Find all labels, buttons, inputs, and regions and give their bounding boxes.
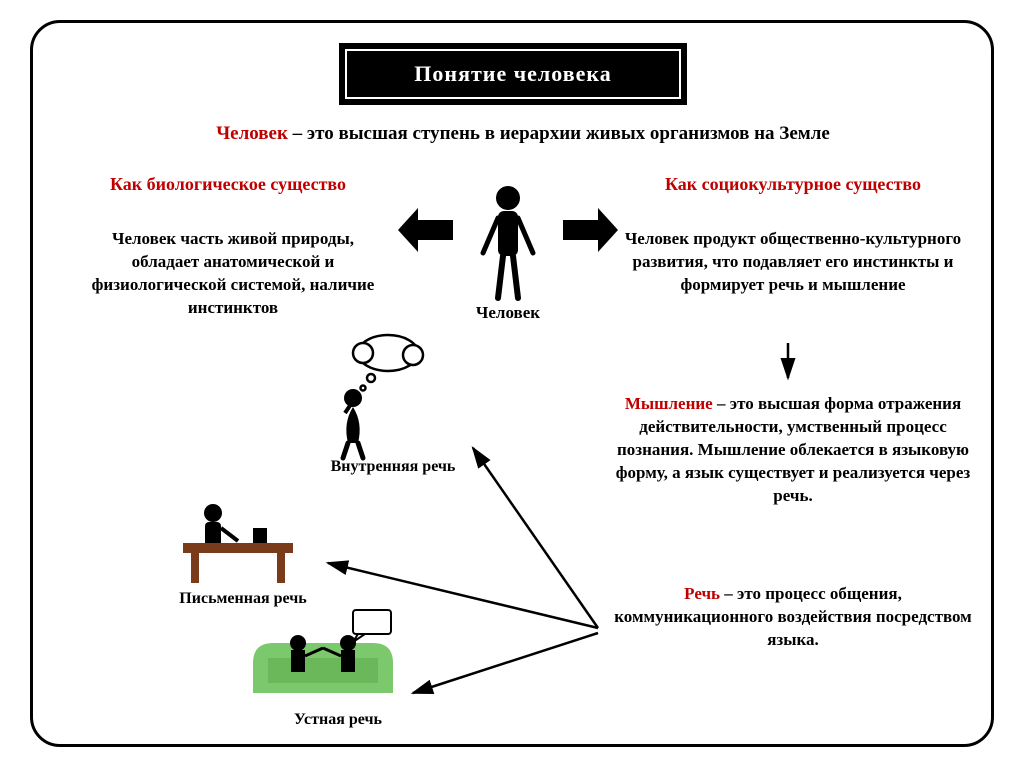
thinking-term: Мышление [625,394,713,413]
title-text: Понятие человека [414,61,611,87]
definition-body: – это высшая ступень в иерархии живых ор… [288,123,830,144]
oral-speech-label: Устная речь [258,711,418,729]
oral-speech-icon [253,610,393,693]
definition-term: Человек [216,123,288,144]
arrow-line [328,563,598,628]
biological-heading: Как биологическое существо [103,173,353,196]
biological-body: Человек часть живой природы, обладает ан… [83,228,383,320]
title-box: Понятие человека [343,47,683,101]
arrow-left-icon [398,208,453,252]
arrow-line [473,448,598,628]
written-speech-label: Письменная речь [143,590,343,608]
main-definition: Человек – это высшая ступень в иерархии … [123,123,923,145]
human-icon [483,186,533,298]
writing-person-icon [183,504,293,583]
speech-term: Речь [684,584,720,603]
center-human-label: Человек [448,303,568,323]
thinking-definition: Мышление – это высшая форма отражения де… [603,393,983,508]
diagram-frame: Понятие человека Человек – это высшая ст… [30,20,994,747]
arrow-line [413,633,598,693]
inner-speech-label: Внутренняя речь [303,458,483,476]
speech-body: – это процесс общения, коммуникационного… [614,584,972,649]
thinking-person-icon [343,335,423,458]
sociocultural-heading: Как социокультурное существо [643,173,943,196]
speech-definition: Речь – это процесс общения, коммуникацио… [603,583,983,652]
sociocultural-body: Человек продукт общественно-культурного … [603,228,983,297]
